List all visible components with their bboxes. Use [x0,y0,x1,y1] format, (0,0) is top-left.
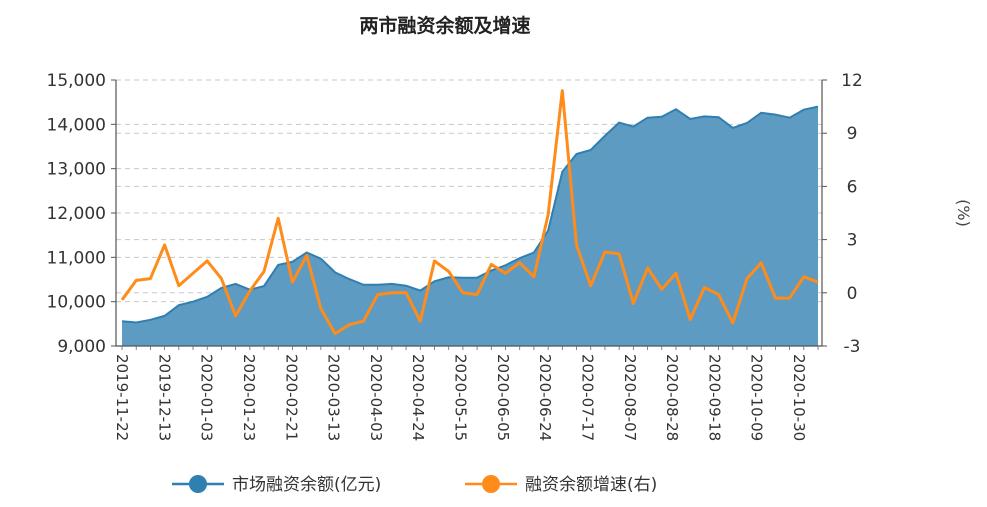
axes: 9,000 10,000 11,000 12,000 13,000 14,000 15,00… [47,71,863,441]
x-tick-label: 2020-08-07 [621,354,639,441]
y-tick-label: 15,000 [47,71,106,91]
x-tick-label: 2020-07-17 [578,354,596,441]
legend-label: 融资余额增速(右) [525,475,657,495]
x-tick-label: 2020-02-21 [282,354,300,441]
growth-line [120,89,819,336]
x-tick-label: 2020-06-24 [536,354,554,441]
x-tick-label: 2020-08-28 [663,354,681,441]
legend-label: 市场融资余额(亿元) [232,475,381,495]
y2-tick-label: -3 [844,337,861,357]
y2-tick-label: 3 [847,231,858,251]
x-tick-label: 2020-09-18 [705,354,723,441]
legend: 市场融资余额(亿元) 融资余额增速(右) [172,475,657,495]
x-tick-label: 2020-10-30 [790,354,808,441]
y-tick-label: 13,000 [47,160,106,180]
y-tick-label: 9,000 [57,337,106,357]
x-tick-label: 2019-11-22 [113,354,131,441]
y2-tick-label: 9 [847,124,858,144]
x-tick-label: 2020-05-15 [452,354,470,441]
right-axis-label: (%) [954,199,973,227]
x-tick-label: 2020-04-03 [367,354,385,441]
x-tick-label: 2020-03-13 [325,354,343,441]
y2-tick-label: 12 [841,71,863,91]
y2-tick-label: 6 [847,177,858,197]
x-tick-label: 2020-01-03 [198,354,216,441]
y2-tick-label: 0 [847,284,858,304]
growth-line-series [120,89,819,336]
legend-marker [189,475,207,493]
y-tick-label: 11,000 [47,248,106,268]
y-tick-label: 14,000 [47,115,106,135]
balance-line [121,105,819,324]
y-tick-label: 10,000 [47,293,106,313]
x-tick-label: 2020-06-05 [494,354,512,441]
balance-area [122,106,818,346]
legend-item: 融资余额增速(右) [465,475,657,495]
balance-area-series [121,105,819,346]
x-tick-label: 2019-12-13 [155,354,173,441]
x-tick-label: 2020-01-23 [240,354,258,441]
legend-marker [482,475,500,493]
legend-item: 市场融资余额(亿元) [172,475,381,495]
x-tick-label: 2020-10-09 [748,354,766,441]
x-tick-label: 2020-04-24 [409,354,427,441]
y-tick-label: 12,000 [47,204,106,224]
chart-title: 两市融资余额及增速 [359,14,530,37]
